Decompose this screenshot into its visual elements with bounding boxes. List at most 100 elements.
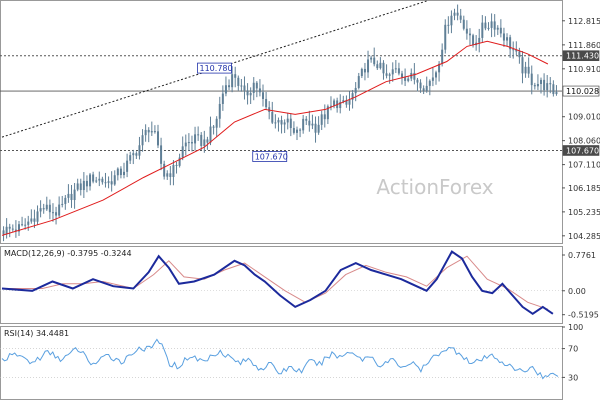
price-candle: [197, 126, 200, 141]
price-candle: [237, 75, 240, 91]
price-candle: [465, 20, 468, 40]
price-candle: [194, 126, 197, 151]
price-level-tag: [562, 50, 600, 62]
price-y-axis: 112.815 111.860 110.910 109.010 108.060 107.1…: [562, 17, 600, 241]
price-candle: [524, 61, 527, 78]
price-candle: [147, 127, 150, 143]
rsi-line: [1, 338, 559, 380]
price-candle: [215, 116, 218, 137]
price-candle: [506, 33, 509, 47]
rsi-gridlines: [0, 348, 562, 378]
price-candle: [552, 80, 555, 97]
price-candle: [252, 77, 255, 101]
price-candle: [255, 81, 258, 98]
price-candle: [2, 226, 5, 242]
rsi-title: RSI(14) 34.4481: [4, 329, 69, 338]
price-candle: [200, 132, 203, 151]
price-candle: [329, 96, 332, 111]
price-candle: [129, 151, 132, 164]
price-candle: [228, 79, 231, 91]
price-candle: [89, 172, 92, 191]
price-annotation-label: 110.780: [200, 64, 233, 73]
price-candle: [453, 8, 456, 21]
price-candle: [549, 77, 552, 94]
price-candle: [388, 72, 391, 84]
macd-tick-label: 0.00: [568, 287, 586, 296]
price-tick-label: 107.110: [568, 161, 600, 170]
price-candle: [116, 167, 119, 181]
price-candle: [150, 121, 153, 136]
price-candle: [487, 22, 490, 31]
price-horizontal-lines: 111.430 110.028 107.670: [0, 50, 600, 156]
price-candle: [166, 170, 169, 180]
price-candle: [394, 60, 397, 74]
rsi-tick-label: 100: [568, 323, 583, 332]
price-candle: [48, 199, 51, 220]
macd-panel: MACD(12,26,9) -0.3795 -0.3244 0.7761 0.00…: [0, 246, 599, 324]
price-candle: [135, 151, 138, 159]
price-candle: [181, 136, 184, 161]
price-candle: [123, 162, 126, 179]
price-candle: [24, 218, 27, 230]
price-candle: [444, 19, 447, 54]
price-candle: [431, 67, 434, 87]
price-candle: [246, 83, 249, 105]
price-candle: [314, 116, 317, 143]
price-candle: [521, 51, 524, 84]
price-candle: [209, 116, 212, 146]
price-candle: [243, 76, 246, 100]
price-tick-label: 104.285: [568, 232, 600, 241]
price-annotation-box: [197, 62, 232, 74]
rsi-tick-label: 30: [568, 373, 578, 382]
price-candle: [536, 74, 539, 91]
macd-panel-frame: [0, 246, 563, 324]
price-candle: [163, 160, 166, 180]
price-candle: [92, 171, 95, 184]
rsi-y-axis: 100 70 30: [562, 323, 583, 382]
price-candle: [79, 178, 82, 196]
price-candle: [113, 170, 116, 186]
price-candle: [141, 129, 144, 152]
price-candle: [456, 4, 459, 21]
price-candle: [76, 178, 79, 192]
price-tick-label: 106.185: [568, 184, 600, 193]
price-candle: [382, 60, 385, 80]
price-candle: [240, 78, 243, 92]
price-tick-label: 109.010: [568, 113, 600, 122]
macd-tick-label: 0.7761: [568, 251, 596, 260]
watermark: ActionForex: [376, 175, 493, 199]
price-candle: [104, 172, 107, 188]
price-candle: [45, 196, 48, 211]
price-candle: [42, 203, 45, 214]
price-candle: [64, 195, 67, 210]
price-candle: [376, 60, 379, 70]
price-candle: [370, 55, 373, 63]
price-candle: [178, 153, 181, 168]
price-candle: [481, 15, 484, 43]
price-candle: [502, 27, 505, 47]
price-candle: [73, 183, 76, 209]
price-candle: [132, 149, 135, 165]
price-candle: [95, 176, 98, 184]
price-candle: [397, 62, 400, 76]
price-candle: [326, 104, 329, 125]
price-candle: [407, 76, 410, 83]
price-candle: [462, 15, 465, 31]
price-candle: [308, 110, 311, 132]
price-candle: [496, 25, 499, 36]
price-candle: [224, 76, 227, 97]
price-candle: [212, 124, 215, 135]
price-candle: [98, 171, 101, 187]
price-candle: [289, 113, 292, 137]
price-candle: [61, 195, 64, 208]
price-candle: [58, 196, 61, 218]
macd-signal-line: [2, 255, 549, 310]
price-candle: [33, 209, 36, 229]
price-candle: [67, 184, 70, 203]
price-candle: [323, 104, 326, 128]
price-annotations: 110.780 107.670: [197, 62, 288, 162]
price-panel-frame: [0, 0, 563, 244]
price-candle: [160, 137, 163, 171]
price-candle: [543, 73, 546, 96]
price-candle: [221, 85, 224, 111]
